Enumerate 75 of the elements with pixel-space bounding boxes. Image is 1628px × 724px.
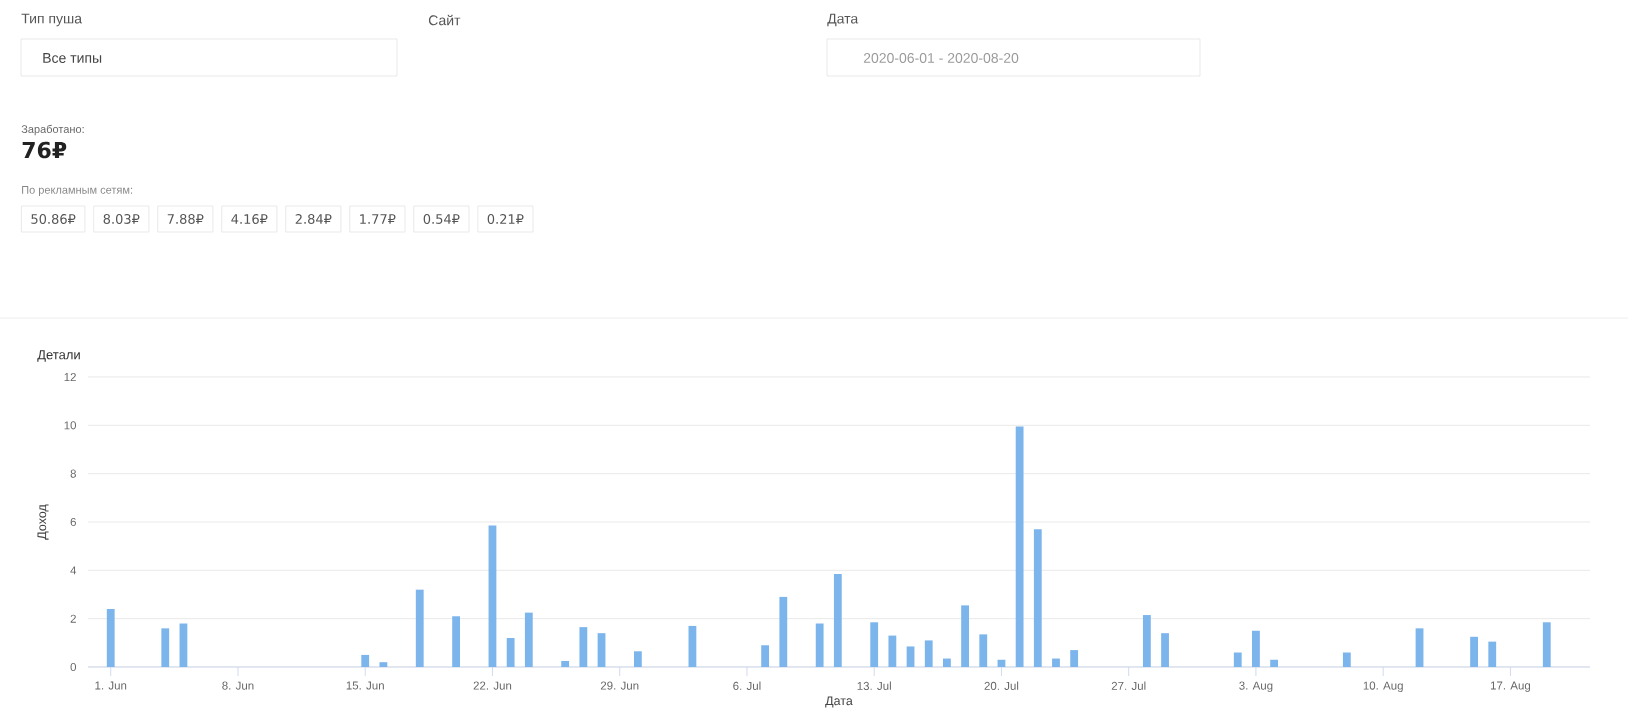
y-tick-label: 12 [64, 372, 76, 382]
bar [1070, 650, 1079, 667]
y-axis-title: Доход [37, 504, 49, 540]
text: 76₽ [22, 141, 67, 159]
bar [888, 635, 897, 667]
bar [906, 646, 915, 667]
bar [415, 589, 424, 667]
x-tick-label: 20. Jul [984, 681, 1019, 690]
bar [524, 612, 533, 667]
text: 50.86₽ [31, 214, 76, 224]
y-tick-label: 10 [64, 421, 77, 430]
bar [833, 573, 842, 667]
x-tick-label: 3. Aug [1239, 681, 1273, 692]
bar [870, 622, 879, 667]
bar [1488, 641, 1497, 667]
bar [1142, 615, 1151, 667]
x-tick-label: 10. Aug [1363, 681, 1403, 692]
x-tick-label: 17. Aug [1490, 681, 1531, 692]
text: 4.16₽ [231, 214, 268, 224]
y-tick-label: 0 [70, 662, 77, 672]
text: 7.88₽ [167, 214, 204, 224]
bar [1470, 636, 1478, 667]
bar [1033, 529, 1042, 667]
text: Детали [37, 350, 80, 362]
x-tick-label: 27. Jul [1111, 681, 1146, 690]
bar [1052, 658, 1060, 667]
bar [1161, 633, 1169, 667]
x-tick-label: 15. Jun [346, 681, 384, 690]
x-axis-title: Дата [825, 696, 853, 708]
x-tick-label: 13. Jul [857, 681, 891, 690]
bar [579, 627, 588, 667]
bar [961, 605, 969, 667]
bar [761, 645, 770, 667]
bar [943, 658, 951, 667]
x-tick-label: 1. Jun [95, 681, 127, 690]
text: Все типы [43, 53, 102, 63]
y-tick-label: 4 [70, 566, 77, 575]
bar [1233, 652, 1242, 667]
text: 8.03₽ [103, 214, 140, 224]
text: Дата [827, 13, 859, 27]
bar [1015, 426, 1024, 667]
bar [1542, 622, 1551, 667]
y-tick-label: 6 [70, 517, 76, 527]
text: 2020-06-01 - 2020-08-20 [863, 53, 1019, 63]
y-tick-label: 8 [70, 469, 76, 478]
text: 1.77₽ [360, 214, 396, 224]
bar [1415, 628, 1424, 667]
bar [633, 651, 642, 667]
bar [979, 634, 988, 667]
y-tick-label: 2 [70, 614, 76, 623]
bar [106, 609, 115, 667]
bar [1270, 659, 1279, 667]
x-tick-label: 6. Jul [733, 681, 761, 690]
bar [361, 654, 370, 667]
bar [779, 596, 788, 667]
bar [452, 616, 461, 667]
text: Заработано: [21, 124, 84, 136]
bar [1252, 630, 1260, 667]
bar [379, 662, 388, 667]
text: Тип пуша [21, 13, 83, 27]
bar [506, 638, 515, 667]
x-tick-label: 29. Jun [600, 681, 639, 690]
text: По рекламным сетям: [22, 186, 133, 196]
text: Сайт [428, 14, 461, 26]
bar [161, 628, 170, 667]
text: 0.54₽ [423, 214, 460, 224]
bar [815, 623, 824, 667]
x-tick-label: 22. Jun [473, 681, 512, 690]
bar [561, 660, 570, 667]
bar [597, 633, 606, 667]
x-tick-label: 8. Jun [222, 681, 254, 690]
bar [1342, 652, 1351, 667]
bar [924, 640, 933, 667]
text: 0.21₽ [487, 214, 524, 224]
text: 2.84₽ [295, 214, 332, 224]
